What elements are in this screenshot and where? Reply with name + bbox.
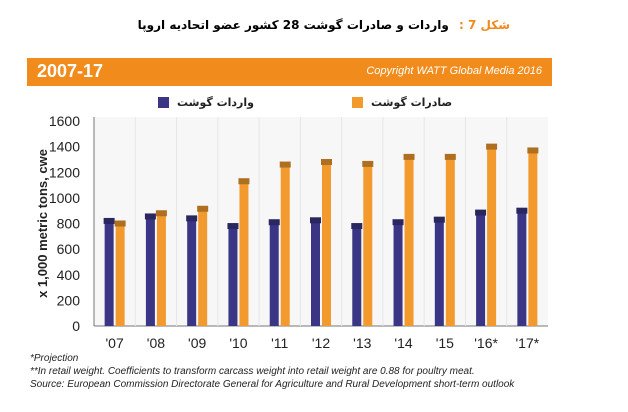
x-tick-label: '11	[271, 335, 288, 351]
bar-imports	[311, 220, 320, 326]
bar-imports-cap	[392, 219, 404, 226]
x-tick-label: '16*	[474, 335, 498, 351]
bar-imports-cap	[351, 223, 363, 230]
bar-exports-cap	[155, 210, 167, 217]
y-tick-label: 200	[57, 292, 81, 308]
y-tick-label: 1200	[49, 164, 80, 180]
y-tick-label: 1000	[49, 190, 80, 206]
x-tick-label: '09	[188, 335, 206, 351]
x-tick-label: '13	[353, 335, 371, 351]
x-tick-label: '07	[106, 335, 124, 351]
bar-imports	[104, 220, 114, 326]
bar-exports	[322, 162, 331, 326]
y-axis-title: x 1,000 metric tons, cwe	[35, 149, 50, 298]
note-source: Source: European Commission Directorate …	[30, 379, 515, 390]
bar-imports-cap	[475, 209, 487, 216]
bar-exports-cap	[114, 220, 126, 227]
bar-imports-cap	[433, 216, 445, 223]
bar-exports-cap	[444, 153, 456, 160]
footnotes: *Projection **In retail weight. Coeffici…	[30, 352, 514, 391]
bar-exports-cap	[238, 178, 250, 185]
bar-imports-cap	[144, 213, 156, 220]
bar-imports	[517, 210, 527, 326]
bar-exports-cap	[321, 159, 332, 165]
x-tick-label: '08	[147, 335, 165, 351]
period-label: 2007-17	[37, 61, 104, 81]
bar-imports	[145, 216, 155, 326]
bar-exports	[156, 213, 166, 326]
bar-exports-cap	[279, 161, 291, 168]
figure-title: واردات و صادرات گوشت 28 کشور عضو اتحادیه…	[137, 18, 449, 32]
x-tick-label: '15	[436, 335, 454, 351]
bar-imports	[228, 226, 238, 326]
y-tick-label: 1400	[49, 139, 80, 155]
bar-exports	[198, 208, 208, 326]
figure-label: شکل 7 :	[458, 18, 510, 32]
bar-exports-cap	[486, 143, 498, 150]
bar-exports	[280, 164, 290, 326]
bar-imports	[393, 222, 403, 326]
bar-imports-cap	[310, 217, 321, 224]
bar-exports	[487, 146, 497, 326]
bar-exports	[115, 223, 125, 326]
x-tick-label: '12	[312, 335, 330, 351]
legend-swatch-imports	[158, 96, 169, 108]
bar-exports	[239, 181, 249, 326]
legend-label-imports: واردات گوشت	[177, 95, 254, 109]
bar-exports	[528, 150, 538, 326]
bar-imports-cap	[227, 223, 239, 230]
bar-exports	[363, 163, 373, 326]
y-tick-label: 600	[57, 241, 81, 257]
y-tick-label: 1600	[49, 113, 80, 129]
legend-swatch-exports	[352, 96, 363, 108]
bar-imports	[434, 219, 444, 326]
y-tick-label: 0	[72, 318, 80, 334]
x-tick-label: '17*	[516, 335, 540, 351]
header-banner: 2007-17 Copyright WATT Global Media 2016	[27, 58, 552, 86]
bar-exports-cap	[527, 147, 539, 154]
bar-exports-cap	[197, 205, 209, 212]
bar-imports	[269, 222, 279, 326]
figure-caption: شکل 7 : واردات و صادرات گوشت 28 کشور عضو…	[138, 18, 510, 32]
x-tick-label: '14	[394, 335, 412, 351]
note-projection: *Projection	[30, 353, 79, 364]
bar-imports-cap	[103, 217, 115, 224]
legend-item-exports: صادرات گوشت	[352, 95, 452, 109]
bar-imports-cap	[516, 207, 528, 214]
bar-exports-cap	[403, 153, 415, 160]
copyright-label: Copyright WATT Global Media 2016	[366, 65, 542, 77]
bar-exports	[445, 156, 455, 326]
bar-exports	[404, 156, 414, 326]
bar-imports-cap	[186, 215, 198, 222]
legend-item-imports: واردات گوشت	[158, 95, 254, 109]
bar-imports-cap	[268, 219, 280, 226]
legend-label-exports: صادرات گوشت	[371, 95, 453, 109]
y-tick-label: 400	[57, 267, 81, 283]
bar-imports	[187, 218, 197, 326]
bar-exports-cap	[362, 160, 374, 167]
y-tick-label: 800	[57, 216, 81, 232]
bar-imports	[352, 226, 362, 326]
bar-imports	[476, 212, 486, 326]
note-retail-weight: **In retail weight. Coefficients to tran…	[30, 366, 475, 377]
x-tick-label: '10	[229, 335, 247, 351]
